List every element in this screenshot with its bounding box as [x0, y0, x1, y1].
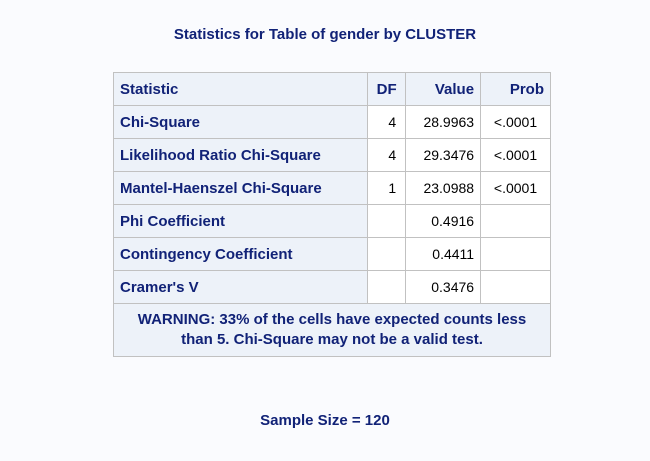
table-row: Phi Coefficient 0.4916 [112, 204, 551, 238]
row-statistic-label: Chi-Square [112, 105, 369, 139]
column-header-statistic: Statistic [112, 72, 369, 106]
column-header-value: Value [405, 72, 482, 106]
table-row: Contingency Coefficient 0.4411 [112, 237, 551, 271]
sample-size-label: Sample Size = 120 [260, 412, 390, 429]
table-title: Statistics for Table of gender by CLUSTE… [173, 26, 477, 43]
row-statistic-label: Contingency Coefficient [112, 237, 369, 271]
table-row: Cramer's V 0.3476 [112, 270, 551, 304]
statistics-table: Statistic DF Value Prob Chi-Square 4 28.… [112, 72, 551, 357]
row-prob-cell [480, 204, 551, 238]
table-row: Likelihood Ratio Chi-Square 4 29.3476 <.… [112, 138, 551, 172]
row-df-cell [367, 270, 407, 304]
row-prob-cell: <.0001 [480, 171, 551, 205]
row-prob-cell [480, 270, 551, 304]
row-prob-cell: <.0001 [480, 138, 551, 172]
row-statistic-label: Likelihood Ratio Chi-Square [112, 138, 369, 172]
row-df-cell: 4 [367, 105, 407, 139]
row-statistic-label: Mantel-Haenszel Chi-Square [112, 171, 369, 205]
row-statistic-label: Phi Coefficient [112, 204, 369, 238]
row-value-cell: 0.4411 [405, 237, 482, 271]
row-df-cell [367, 204, 407, 238]
column-header-prob: Prob [480, 72, 551, 106]
warning-row: WARNING: 33% of the cells have expected … [113, 303, 551, 357]
row-value-cell: 23.0988 [405, 171, 482, 205]
row-df-cell: 1 [367, 171, 407, 205]
row-value-cell: 28.9963 [405, 105, 482, 139]
column-header-df: DF [367, 72, 407, 106]
row-statistic-label: Cramer's V [112, 270, 369, 304]
table-row: Chi-Square 4 28.9963 <.0001 [112, 105, 551, 139]
row-value-cell: 0.4916 [405, 204, 482, 238]
row-value-cell: 0.3476 [405, 270, 482, 304]
table-header-row: Statistic DF Value Prob [112, 72, 551, 106]
warning-message: WARNING: 33% of the cells have expected … [113, 303, 551, 357]
row-df-cell: 4 [367, 138, 407, 172]
table-row: Mantel-Haenszel Chi-Square 1 23.0988 <.0… [112, 171, 551, 205]
row-df-cell [367, 237, 407, 271]
row-prob-cell [480, 237, 551, 271]
row-value-cell: 29.3476 [405, 138, 482, 172]
row-prob-cell: <.0001 [480, 105, 551, 139]
